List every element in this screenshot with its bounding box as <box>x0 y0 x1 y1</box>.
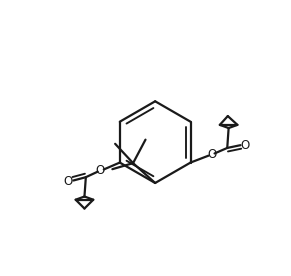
Text: O: O <box>95 164 105 177</box>
Text: O: O <box>241 139 250 152</box>
Text: O: O <box>64 174 73 188</box>
Text: O: O <box>207 148 217 161</box>
